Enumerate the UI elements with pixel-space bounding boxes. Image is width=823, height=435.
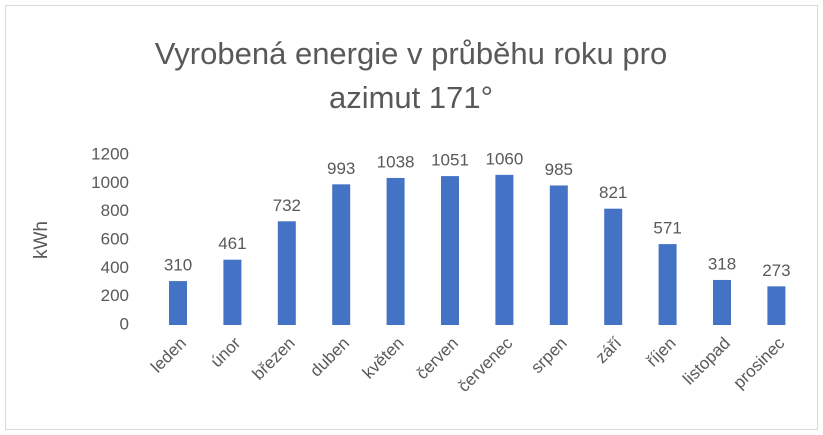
data-label: 310 bbox=[164, 256, 192, 275]
data-label: 732 bbox=[273, 196, 301, 215]
bar bbox=[604, 208, 623, 325]
data-label: 1060 bbox=[485, 149, 523, 168]
bar bbox=[441, 176, 459, 325]
bar bbox=[223, 259, 242, 325]
data-label: 821 bbox=[599, 183, 627, 202]
bar bbox=[549, 185, 568, 325]
x-tick-label: září bbox=[592, 333, 626, 367]
x-tick-label: říjen bbox=[643, 334, 680, 371]
y-tick-label: 1000 bbox=[91, 173, 129, 192]
x-tick-label: prosinec bbox=[730, 333, 789, 392]
x-tick-label: březen bbox=[249, 334, 299, 384]
bar bbox=[169, 281, 187, 325]
x-tick-label: duben bbox=[306, 334, 353, 381]
bar bbox=[767, 286, 786, 325]
data-label: 985 bbox=[545, 160, 573, 179]
x-tick-label: leden bbox=[147, 334, 190, 377]
y-tick-label: 0 bbox=[120, 314, 129, 333]
chart-title: Vyrobená energie v průběhu roku pro azim… bbox=[154, 36, 668, 115]
x-tick-label: listopad bbox=[679, 334, 734, 389]
x-tick-label: červen bbox=[412, 334, 462, 384]
data-label: 571 bbox=[653, 219, 681, 238]
bar bbox=[332, 184, 351, 325]
data-label: 1038 bbox=[377, 152, 415, 171]
x-tick-label: únor bbox=[207, 333, 245, 371]
y-tick-label: 200 bbox=[101, 286, 129, 305]
x-tick-label: červenec bbox=[454, 333, 517, 396]
bar bbox=[386, 177, 405, 325]
y-tick-label: 800 bbox=[101, 201, 129, 220]
data-label: 461 bbox=[218, 234, 246, 253]
chart-border bbox=[5, 5, 818, 430]
x-tick-label: srpen bbox=[527, 334, 571, 378]
data-label: 318 bbox=[708, 254, 736, 273]
y-tick-label: 400 bbox=[101, 258, 129, 277]
data-label: 1051 bbox=[431, 151, 469, 170]
data-label: 993 bbox=[327, 159, 355, 178]
bar bbox=[713, 279, 731, 325]
y-tick-label: 1200 bbox=[91, 144, 129, 163]
bar bbox=[277, 221, 296, 325]
bar bbox=[658, 244, 677, 325]
y-axis-label: kWh bbox=[31, 221, 52, 259]
data-label: 273 bbox=[762, 261, 790, 280]
x-tick-label: květen bbox=[359, 334, 408, 383]
bar bbox=[495, 174, 514, 325]
y-tick-label: 600 bbox=[101, 229, 129, 248]
